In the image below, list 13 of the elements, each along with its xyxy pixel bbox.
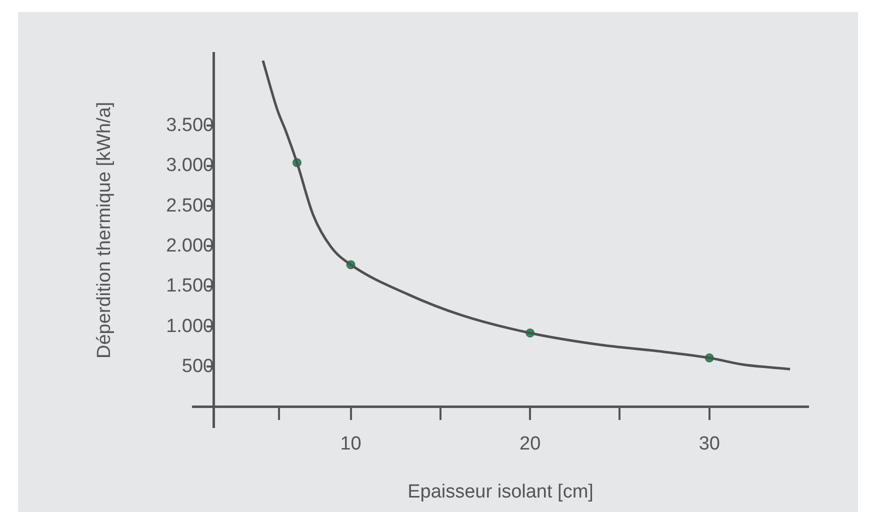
line-series (262, 59, 792, 370)
y-tick-label: 2.000 (166, 235, 214, 256)
y-axis-title: Déperdition thermique [kWh/a] (94, 102, 116, 359)
y-tick-label: 1.000 (166, 316, 214, 337)
x-tick-label: 10 (340, 434, 362, 455)
x-tick-label: 30 (698, 434, 720, 455)
y-tick-label: 1.500 (166, 276, 214, 297)
x-tick-label: 20 (520, 434, 541, 455)
y-tick-label: 500 (182, 356, 214, 377)
y-tick-label: 3.500 (166, 114, 214, 136)
x-axis-title: Epaisseur isolant [cm] (408, 482, 594, 503)
y-tick-label: 2.500 (166, 195, 214, 216)
y-tick-label: 3.000 (166, 155, 214, 176)
